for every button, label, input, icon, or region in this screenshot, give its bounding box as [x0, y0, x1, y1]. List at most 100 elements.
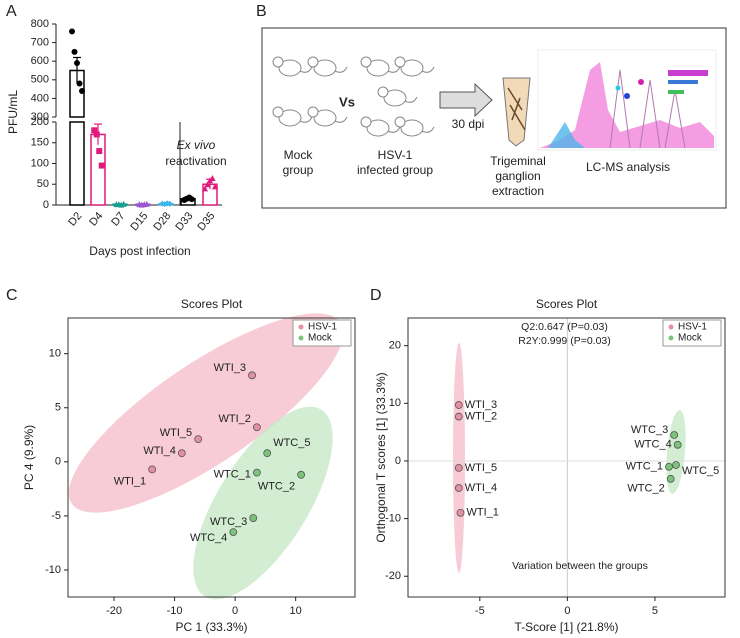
step-label: ganglion: [495, 169, 540, 183]
legend-frame: [292, 319, 352, 347]
y-tick-label: 10: [49, 348, 61, 360]
y-tick-label: -10: [385, 513, 401, 525]
point-label: WTC_2: [627, 483, 664, 495]
point-label: WTI_5: [160, 427, 192, 439]
data-point: [665, 462, 673, 471]
data-point: [249, 514, 258, 522]
mouse-body: [366, 119, 390, 137]
data-point: [212, 183, 218, 190]
mouse-body: [366, 59, 390, 77]
data-point: [93, 131, 100, 138]
panel-label: D: [370, 287, 382, 304]
confidence-ellipse: [193, 406, 333, 600]
y-tick-label: 400: [31, 92, 49, 104]
data-point: [673, 440, 682, 449]
data-point: [79, 87, 85, 94]
point-label: WTI_5: [465, 462, 497, 474]
y-axis-title: Orthogonal T scores [1] (33.3%): [374, 372, 388, 542]
y-axis-title: PFU/mL: [6, 90, 20, 134]
data-point: [297, 470, 306, 479]
mouse-head: [272, 56, 284, 68]
data-point: [91, 127, 98, 134]
point-label: WTI_4: [143, 445, 175, 457]
point-label: WTC_1: [626, 461, 663, 473]
mouse-tail: [387, 66, 401, 73]
chromatogram-area: [540, 62, 714, 148]
x-tick-label: 5: [652, 605, 658, 617]
legend-label: HSV-1: [308, 322, 337, 333]
legend-marker: [668, 335, 674, 341]
legend-label: Mock: [678, 333, 703, 344]
mouse-head: [360, 56, 372, 68]
legend-swatch: [668, 90, 684, 94]
legend-marker: [298, 324, 304, 330]
legend-frame: [662, 319, 722, 347]
mouse-tail: [299, 116, 313, 123]
confidence-ellipse: [453, 343, 465, 573]
group-label: group: [283, 163, 314, 177]
data-point: [188, 196, 195, 203]
point-label: WTC_3: [210, 516, 247, 528]
step-label: 30 dpi: [452, 117, 485, 131]
x-tick-label: 0: [232, 605, 238, 617]
annotation: Ex vivo: [177, 138, 216, 152]
data-point: [454, 401, 463, 409]
data-point: [177, 449, 186, 458]
panel-label: B: [256, 3, 267, 20]
bar: [69, 121, 85, 206]
legend-label: HSV-1: [678, 322, 707, 333]
x-tick-label: D2: [66, 210, 84, 228]
legend-label: Mock: [308, 333, 333, 344]
point-label: WTI_3: [465, 399, 497, 411]
bar: [90, 133, 106, 206]
mouse-tail: [421, 66, 435, 73]
x-axis-title: T-Score [1] (21.8%): [514, 620, 618, 634]
confidence-ellipse: [68, 313, 344, 513]
group-label: HSV-1: [378, 148, 413, 162]
point-label: WTI_4: [465, 482, 497, 494]
data-point: [456, 508, 465, 517]
point-label: WTC_4: [190, 532, 227, 544]
mouse-body: [383, 89, 407, 107]
point-label: WTI_3: [214, 362, 246, 374]
mouse-tail: [334, 116, 348, 123]
mouse-tail: [387, 126, 401, 133]
y-tick-label: 50: [37, 178, 49, 190]
data-point: [670, 431, 679, 439]
x-tick-label: -20: [106, 605, 122, 617]
point-label: WTC_5: [682, 465, 719, 477]
x-tick-label: D33: [173, 210, 195, 233]
y-tick-label: -5: [51, 510, 61, 522]
x-tick-label: D35: [195, 210, 217, 233]
point-label: WTI_2: [219, 413, 251, 425]
data-point: [143, 200, 150, 207]
data-point: [454, 484, 463, 492]
mouse-body: [278, 109, 302, 127]
point-label: WTC_2: [258, 481, 295, 493]
plot-frame: [67, 317, 356, 598]
legend-swatch: [668, 70, 708, 76]
x-tick-label: D4: [87, 210, 105, 228]
y-tick-label: 150: [31, 137, 49, 149]
data-point: [71, 48, 78, 55]
mouse-body: [278, 59, 302, 77]
data-point: [253, 468, 261, 477]
x-tick-label: D15: [128, 210, 150, 233]
x-tick-label: 0: [564, 605, 570, 617]
x-tick-label: -10: [167, 605, 183, 617]
peak-dot: [624, 93, 630, 99]
y-tick-label: 100: [31, 157, 49, 169]
mouse-tail: [404, 96, 418, 103]
arrow: [439, 82, 493, 118]
legend-marker: [668, 324, 674, 330]
data-point: [454, 412, 463, 421]
x-axis-title: Days post infection: [89, 244, 190, 258]
y-tick-label: 5: [55, 402, 61, 414]
vs-label: Vs: [339, 94, 355, 109]
mouse-tail: [299, 66, 313, 73]
tube: [502, 77, 531, 147]
data-point: [69, 28, 75, 35]
y-tick-label: 700: [31, 37, 49, 49]
step-label: LC-MS analysis: [586, 160, 670, 174]
point-label: WTI_1: [467, 507, 499, 519]
